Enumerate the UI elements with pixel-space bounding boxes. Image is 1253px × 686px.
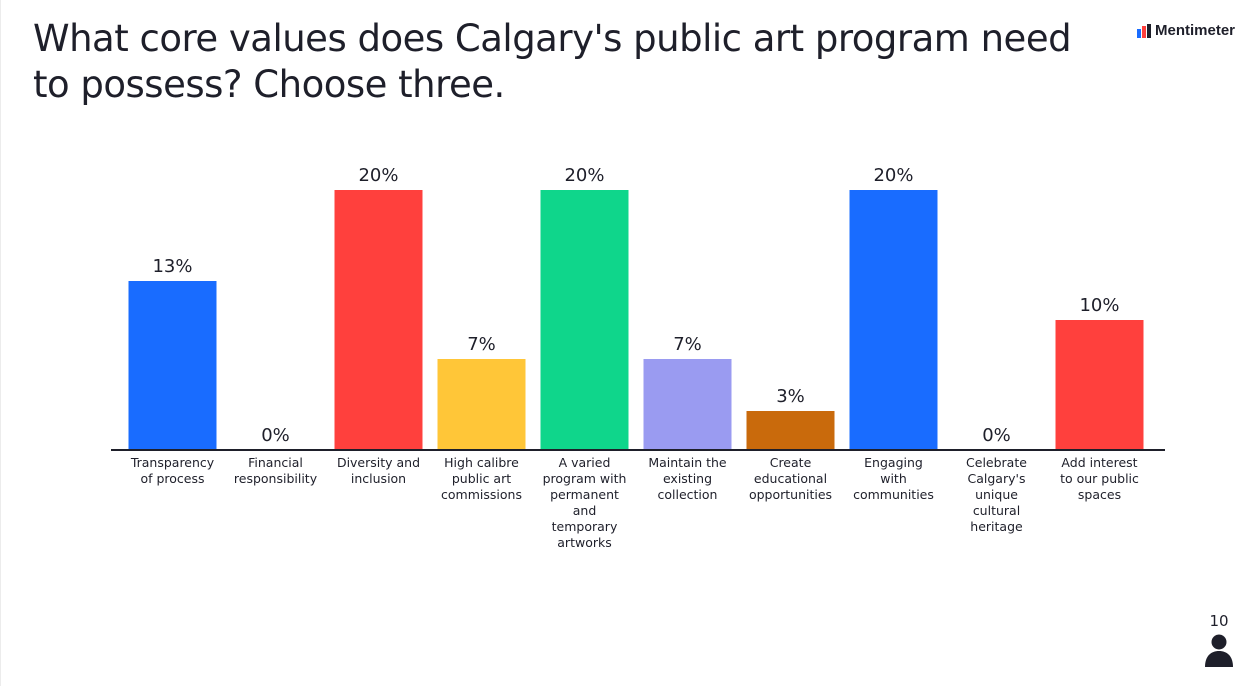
page-title: What core values does Calgary's public a… bbox=[33, 17, 1072, 106]
response-counter: 10 bbox=[1197, 612, 1241, 667]
category-label: A varied program with permanent and temporar… bbox=[543, 455, 627, 550]
category-label: Create educational opportunities bbox=[749, 455, 832, 502]
bar bbox=[643, 359, 732, 450]
bar bbox=[334, 190, 423, 450]
data-label: 3% bbox=[776, 386, 805, 407]
category-label: Maintain the existing collection bbox=[648, 455, 727, 502]
response-count: 10 bbox=[1209, 612, 1229, 630]
bar bbox=[540, 190, 629, 450]
data-label: 20% bbox=[564, 165, 604, 186]
category-label: Diversity and inclusion bbox=[337, 455, 420, 486]
data-label: 0% bbox=[261, 425, 290, 446]
data-label: 20% bbox=[358, 165, 398, 186]
data-label: 10% bbox=[1079, 295, 1119, 316]
category-label: Engaging with communities bbox=[853, 455, 934, 502]
data-label: 20% bbox=[873, 165, 913, 186]
brand-logo: Mentimeter bbox=[1137, 22, 1235, 39]
data-label: 7% bbox=[467, 334, 496, 355]
bar bbox=[437, 359, 526, 450]
category-label: Financial responsibility bbox=[234, 455, 318, 486]
data-label: 7% bbox=[673, 334, 702, 355]
person-icon bbox=[1205, 634, 1233, 667]
category-label: Add interest to our public spaces bbox=[1060, 455, 1139, 502]
category-label: High calibre public art commissions bbox=[441, 455, 522, 502]
category-label: Transparency of process bbox=[130, 455, 215, 486]
bar bbox=[849, 190, 938, 450]
bar bbox=[746, 411, 835, 450]
bar bbox=[1055, 320, 1144, 450]
mentimeter-logo-icon bbox=[1137, 23, 1151, 38]
data-label: 0% bbox=[982, 425, 1011, 446]
brand-name: Mentimeter bbox=[1155, 22, 1236, 39]
category-label: Celebrate Calgary's unique cultural heritage bbox=[966, 455, 1027, 534]
bar bbox=[128, 281, 217, 450]
data-label: 13% bbox=[152, 256, 192, 277]
